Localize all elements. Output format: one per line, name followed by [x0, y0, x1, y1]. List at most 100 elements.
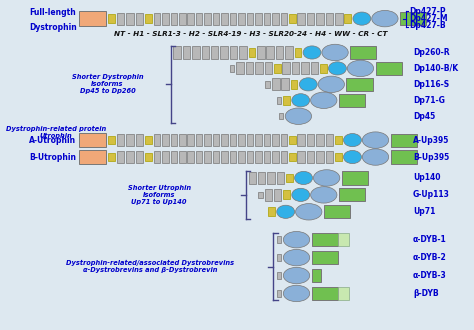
- FancyBboxPatch shape: [204, 13, 211, 25]
- Text: NT - H1 - SLR1-3 - H2 - SLR4-19 - H3 - SLR20-24 - H4 - WW - CR - CT: NT - H1 - SLR1-3 - H2 - SLR4-19 - H3 - S…: [114, 31, 387, 37]
- Text: B-Utrophin: B-Utrophin: [29, 152, 76, 161]
- FancyBboxPatch shape: [204, 151, 211, 163]
- Text: Full-length: Full-length: [29, 8, 76, 16]
- FancyBboxPatch shape: [277, 236, 282, 243]
- FancyBboxPatch shape: [282, 78, 289, 90]
- FancyBboxPatch shape: [117, 13, 125, 25]
- FancyBboxPatch shape: [171, 134, 177, 146]
- Text: Dp71-G: Dp71-G: [413, 96, 445, 105]
- Ellipse shape: [283, 267, 310, 284]
- FancyBboxPatch shape: [255, 134, 262, 146]
- FancyBboxPatch shape: [283, 190, 290, 199]
- FancyBboxPatch shape: [400, 12, 426, 25]
- FancyBboxPatch shape: [117, 151, 125, 163]
- FancyBboxPatch shape: [196, 13, 202, 25]
- FancyBboxPatch shape: [179, 134, 185, 146]
- Ellipse shape: [310, 187, 337, 203]
- FancyBboxPatch shape: [154, 13, 160, 25]
- FancyBboxPatch shape: [187, 13, 194, 25]
- FancyBboxPatch shape: [162, 151, 169, 163]
- FancyBboxPatch shape: [171, 13, 177, 25]
- FancyBboxPatch shape: [126, 151, 134, 163]
- FancyBboxPatch shape: [246, 151, 253, 163]
- FancyBboxPatch shape: [109, 136, 115, 145]
- FancyBboxPatch shape: [264, 13, 270, 25]
- FancyBboxPatch shape: [255, 13, 262, 25]
- FancyBboxPatch shape: [264, 151, 270, 163]
- FancyBboxPatch shape: [230, 65, 235, 72]
- FancyBboxPatch shape: [264, 134, 270, 146]
- FancyBboxPatch shape: [307, 134, 314, 146]
- FancyBboxPatch shape: [324, 205, 350, 218]
- FancyBboxPatch shape: [272, 151, 279, 163]
- FancyBboxPatch shape: [192, 47, 200, 58]
- FancyBboxPatch shape: [391, 150, 417, 164]
- Text: α-DYB-3: α-DYB-3: [413, 271, 447, 280]
- FancyBboxPatch shape: [311, 269, 321, 282]
- FancyBboxPatch shape: [230, 13, 237, 25]
- FancyBboxPatch shape: [339, 188, 365, 201]
- FancyBboxPatch shape: [326, 151, 333, 163]
- FancyBboxPatch shape: [173, 47, 181, 58]
- FancyBboxPatch shape: [246, 13, 253, 25]
- FancyBboxPatch shape: [326, 13, 333, 25]
- FancyBboxPatch shape: [277, 172, 284, 184]
- FancyBboxPatch shape: [339, 94, 365, 107]
- FancyBboxPatch shape: [281, 13, 287, 25]
- Text: Dp427-P: Dp427-P: [410, 7, 446, 16]
- Text: α-DYB-2: α-DYB-2: [413, 253, 447, 262]
- FancyBboxPatch shape: [248, 172, 256, 184]
- FancyBboxPatch shape: [237, 62, 244, 75]
- Text: Shorter Utrophin
Isoforms
Up71 to Up140: Shorter Utrophin Isoforms Up71 to Up140: [128, 185, 191, 205]
- Text: Up140: Up140: [413, 174, 441, 182]
- FancyBboxPatch shape: [346, 78, 373, 91]
- FancyBboxPatch shape: [230, 151, 237, 163]
- Text: A-Up395: A-Up395: [413, 136, 449, 145]
- Ellipse shape: [283, 231, 310, 248]
- Text: A-Utrophin: A-Utrophin: [29, 136, 77, 145]
- Text: Dp427-B: Dp427-B: [410, 21, 446, 30]
- FancyBboxPatch shape: [272, 78, 280, 90]
- Text: β-DYB: β-DYB: [413, 289, 439, 298]
- Ellipse shape: [328, 62, 346, 75]
- Text: G-Up113: G-Up113: [413, 190, 450, 199]
- FancyBboxPatch shape: [276, 47, 283, 58]
- Text: Shorter Dystrophin
Isoforms
Dp45 to Dp260: Shorter Dystrophin Isoforms Dp45 to Dp26…: [72, 74, 143, 94]
- FancyBboxPatch shape: [285, 47, 293, 58]
- Ellipse shape: [353, 12, 371, 25]
- FancyBboxPatch shape: [109, 153, 115, 161]
- FancyBboxPatch shape: [279, 113, 283, 119]
- FancyBboxPatch shape: [291, 80, 298, 89]
- FancyBboxPatch shape: [307, 151, 314, 163]
- Ellipse shape: [283, 249, 310, 266]
- FancyBboxPatch shape: [320, 64, 327, 73]
- Ellipse shape: [362, 132, 389, 148]
- Ellipse shape: [372, 11, 398, 27]
- FancyBboxPatch shape: [264, 189, 272, 201]
- FancyBboxPatch shape: [267, 172, 275, 184]
- Ellipse shape: [295, 171, 312, 184]
- FancyBboxPatch shape: [335, 153, 342, 161]
- FancyBboxPatch shape: [126, 13, 134, 25]
- FancyBboxPatch shape: [310, 62, 318, 75]
- Ellipse shape: [318, 76, 345, 92]
- Ellipse shape: [296, 204, 322, 220]
- FancyBboxPatch shape: [289, 136, 296, 145]
- FancyBboxPatch shape: [154, 134, 160, 146]
- FancyBboxPatch shape: [338, 233, 349, 246]
- FancyBboxPatch shape: [298, 134, 305, 146]
- FancyBboxPatch shape: [136, 134, 143, 146]
- FancyBboxPatch shape: [258, 192, 263, 198]
- FancyBboxPatch shape: [238, 151, 245, 163]
- FancyBboxPatch shape: [221, 134, 228, 146]
- FancyBboxPatch shape: [311, 287, 338, 300]
- FancyBboxPatch shape: [109, 14, 115, 23]
- Ellipse shape: [277, 205, 295, 218]
- Ellipse shape: [313, 170, 340, 186]
- Ellipse shape: [322, 44, 348, 61]
- FancyBboxPatch shape: [338, 287, 349, 300]
- FancyBboxPatch shape: [277, 272, 282, 279]
- Text: Dp427-M: Dp427-M: [410, 14, 448, 23]
- FancyBboxPatch shape: [326, 134, 333, 146]
- FancyBboxPatch shape: [230, 134, 237, 146]
